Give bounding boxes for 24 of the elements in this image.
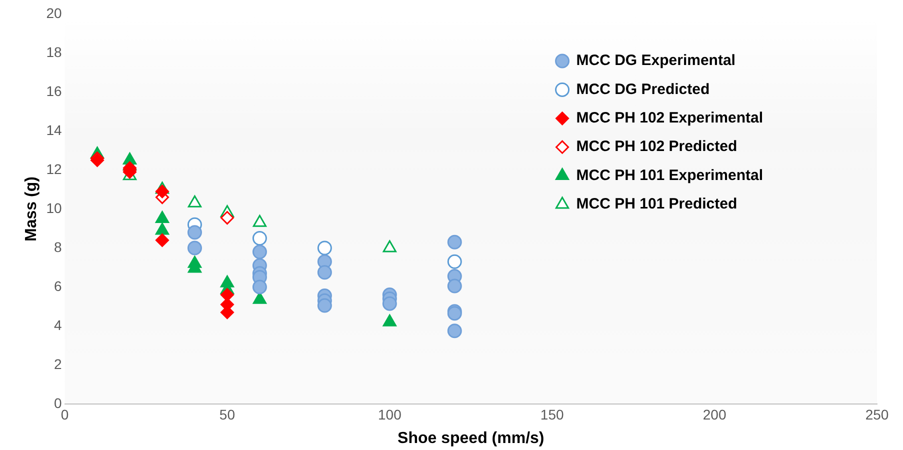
x-tick-label: 100: [378, 406, 402, 422]
y-axis-title: Mass (g): [23, 176, 40, 242]
y-tick-label: 6: [54, 278, 62, 294]
y-tick-label: 0: [54, 394, 62, 411]
y-tick-label: 20: [46, 4, 62, 21]
x-axis-title: Shoe speed (mm/s): [398, 430, 544, 447]
y-tick-label: 10: [46, 200, 62, 216]
x-tick-label: 50: [219, 406, 236, 422]
y-tick-label: 14: [46, 122, 62, 138]
y-tick-label: 12: [46, 160, 62, 177]
y-tick-label: 16: [46, 82, 62, 99]
y-tick-label: 8: [54, 238, 62, 255]
legend-label: MCC PH 102 Predicted: [576, 138, 738, 156]
x-tick-label: 150: [540, 406, 564, 422]
legend-label: MCC DG Experimental: [576, 52, 736, 70]
legend-label: MCC PH 101 Predicted: [576, 196, 738, 213]
x-tick-label: 250: [865, 406, 889, 422]
legend-label: MCC DG Predicted: [576, 80, 710, 98]
y-tick-label: 18: [46, 44, 62, 60]
y-tick-label: 2: [54, 356, 62, 372]
y-tick-label: 4: [54, 316, 62, 333]
x-tick-label: 200: [702, 406, 726, 422]
legend-label: MCC PH 101 Experimental: [576, 166, 764, 184]
legend-label: MCC PH 102 Experimental: [576, 110, 764, 127]
